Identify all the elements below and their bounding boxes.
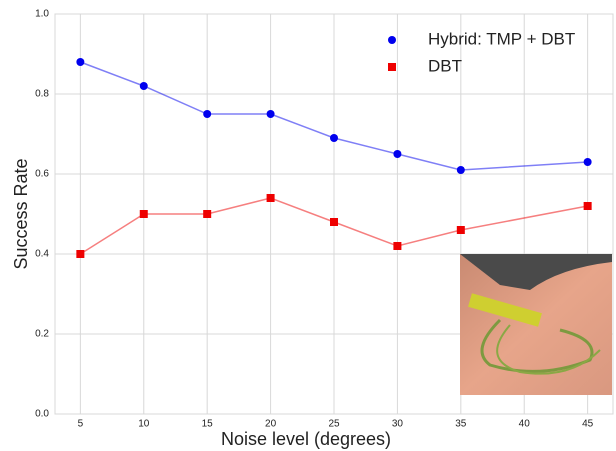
- x-axis-label: Noise level (degrees): [221, 429, 391, 449]
- legend-label: DBT: [428, 56, 462, 75]
- legend-marker: [388, 36, 396, 44]
- marker: [139, 82, 148, 90]
- y-tick-label: 0.4: [35, 249, 49, 260]
- x-tick-label: 15: [202, 419, 214, 430]
- marker: [456, 226, 465, 234]
- marker: [393, 150, 402, 158]
- series-line: [79, 197, 588, 255]
- legend-marker: [388, 63, 396, 71]
- x-tick-label: 10: [138, 419, 150, 430]
- legend-label: Hybrid: TMP + DBT: [428, 29, 575, 48]
- y-tick-label: 0.8: [35, 89, 49, 100]
- plot-frame: [54, 13, 614, 415]
- marker: [203, 110, 212, 118]
- marker: [139, 210, 148, 218]
- x-tick-label: 30: [392, 419, 404, 430]
- marker: [330, 218, 338, 226]
- marker: [76, 250, 85, 258]
- y-tick-label: 0.6: [35, 169, 49, 180]
- y-axis-label: Success Rate: [11, 158, 31, 269]
- marker: [76, 58, 85, 66]
- marker: [583, 158, 592, 166]
- x-tick-label: 40: [519, 419, 531, 430]
- x-tick-label: 35: [455, 419, 467, 430]
- x-tick-label: 25: [328, 419, 340, 430]
- marker: [266, 194, 275, 202]
- marker: [266, 110, 275, 118]
- y-tick-label: 0.0: [35, 409, 49, 420]
- y-tick-label: 0.2: [35, 329, 49, 340]
- marker: [583, 202, 592, 210]
- x-tick-label: 5: [78, 419, 84, 430]
- marker: [203, 210, 212, 218]
- series-line: [80, 61, 588, 171]
- inset-image: [460, 254, 612, 395]
- marker: [456, 166, 465, 174]
- marker: [393, 242, 402, 250]
- marker: [330, 134, 338, 142]
- y-tick-label: 1.0: [35, 9, 49, 20]
- x-tick-label: 45: [582, 419, 594, 430]
- x-tick-label: 20: [265, 419, 277, 430]
